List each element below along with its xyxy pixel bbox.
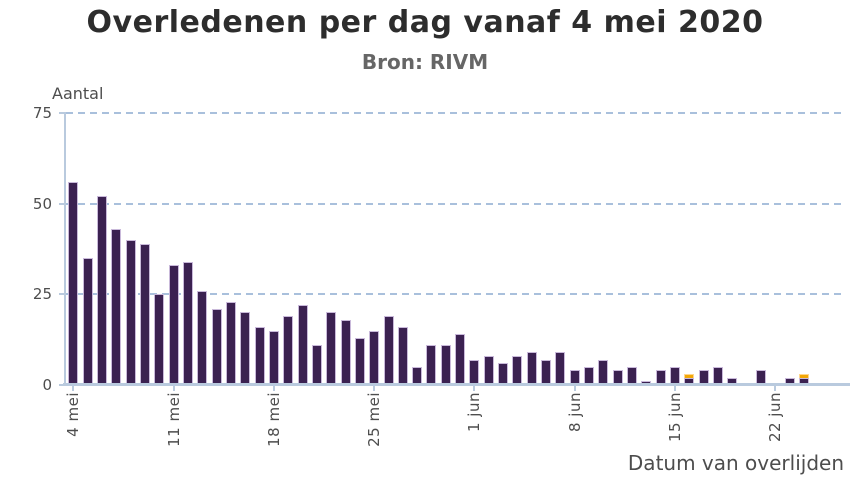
x-tick-label-11-mei: 11 mei [164, 392, 183, 447]
chart-title: Overledenen per dag vanaf 4 mei 2020 [86, 5, 764, 40]
x-tick-22-jun [774, 386, 777, 391]
y-tick-label-75: 75 [32, 103, 52, 122]
x-tick-label-1-jun: 1 jun [465, 392, 484, 432]
bar-7-jun [555, 352, 566, 385]
bar-5-mei [82, 258, 93, 385]
gridline-75 [66, 111, 846, 114]
bar-9-mei [139, 243, 150, 385]
y-tick-label-25: 25 [32, 285, 52, 304]
x-tick-15-jun [674, 386, 677, 391]
bar-16-jun [684, 377, 695, 385]
y-tick-label-0: 0 [42, 376, 52, 394]
bar-30-mei [440, 345, 451, 385]
bar-8-mei [125, 239, 136, 385]
bar-19-jun [727, 377, 738, 385]
bar-14-jun [655, 370, 666, 385]
bar-28-mei [412, 366, 423, 385]
x-tick-label-4-mei: 4 mei [64, 392, 83, 437]
x-tick-label-22-jun: 22 jun [766, 392, 785, 443]
bar-12-mei [182, 261, 193, 385]
y-tick-75 [59, 111, 65, 114]
y-tick-label-50: 50 [32, 194, 52, 213]
x-tick-1-jun [473, 386, 476, 391]
y-tick-0 [59, 384, 65, 386]
bar-18-mei [268, 330, 279, 385]
bar-29-mei [426, 345, 437, 385]
x-axis-title: Datum van overlijden [627, 451, 844, 475]
bar-highlight-24-jun [799, 374, 809, 378]
bar-20-mei [297, 305, 308, 385]
gridline-50 [66, 202, 846, 205]
bar-31-mei [455, 334, 466, 385]
bar-26-mei [383, 316, 394, 385]
bar-3-jun [498, 363, 509, 385]
bar-14-mei [211, 308, 222, 385]
bar-25-mei [369, 330, 380, 385]
x-axis-line [63, 383, 850, 386]
bar-1-jun [469, 359, 480, 385]
x-tick-label-25-mei: 25 mei [365, 392, 384, 447]
bar-8-jun [569, 370, 580, 385]
bar-12-jun [627, 366, 638, 385]
bar-24-jun [799, 377, 809, 385]
bar-9-jun [584, 366, 595, 385]
x-tick-8-jun [573, 386, 576, 391]
bar-23-mei [340, 319, 351, 385]
bar-2-jun [483, 355, 494, 385]
bar-11-mei [168, 265, 179, 385]
y-tick-50 [59, 202, 65, 205]
bar-highlight-16-jun [684, 374, 695, 378]
x-tick-label-18-mei: 18 mei [264, 392, 283, 447]
bar-15-jun [670, 366, 681, 385]
bar-18-jun [713, 366, 724, 385]
x-tick-4-mei [72, 386, 75, 391]
bar-22-mei [326, 312, 337, 385]
bar-21-mei [311, 345, 322, 385]
bar-5-jun [526, 352, 537, 385]
y-tick-25 [59, 293, 65, 296]
bar-21-jun [756, 370, 767, 385]
bar-19-mei [283, 316, 294, 385]
bar-17-jun [698, 370, 709, 385]
bar-24-mei [354, 337, 365, 385]
bar-17-mei [254, 326, 265, 385]
bar-11-jun [612, 370, 623, 385]
x-tick-25-mei [373, 386, 376, 391]
bar-27-mei [397, 326, 408, 385]
bar-4-mei [68, 181, 79, 385]
x-tick-18-mei [272, 386, 275, 391]
bar-13-mei [197, 290, 208, 385]
y-axis-line [64, 112, 66, 386]
bar-10-jun [598, 359, 609, 385]
y-axis-title: Aantal [52, 84, 104, 103]
bar-6-mei [96, 196, 107, 385]
chart-subtitle: Bron: RIVM [361, 50, 489, 74]
x-tick-label-15-jun: 15 jun [666, 392, 685, 443]
bar-7-mei [111, 229, 122, 385]
bar-4-jun [512, 355, 523, 385]
x-tick-label-8-jun: 8 jun [565, 392, 584, 432]
bar-16-mei [240, 312, 251, 385]
bar-6-jun [541, 359, 552, 385]
x-tick-11-mei [172, 386, 175, 391]
gridline-25 [66, 293, 846, 296]
bar-23-jun [784, 377, 795, 385]
bar-10-mei [154, 294, 165, 385]
bar-15-mei [225, 301, 236, 385]
